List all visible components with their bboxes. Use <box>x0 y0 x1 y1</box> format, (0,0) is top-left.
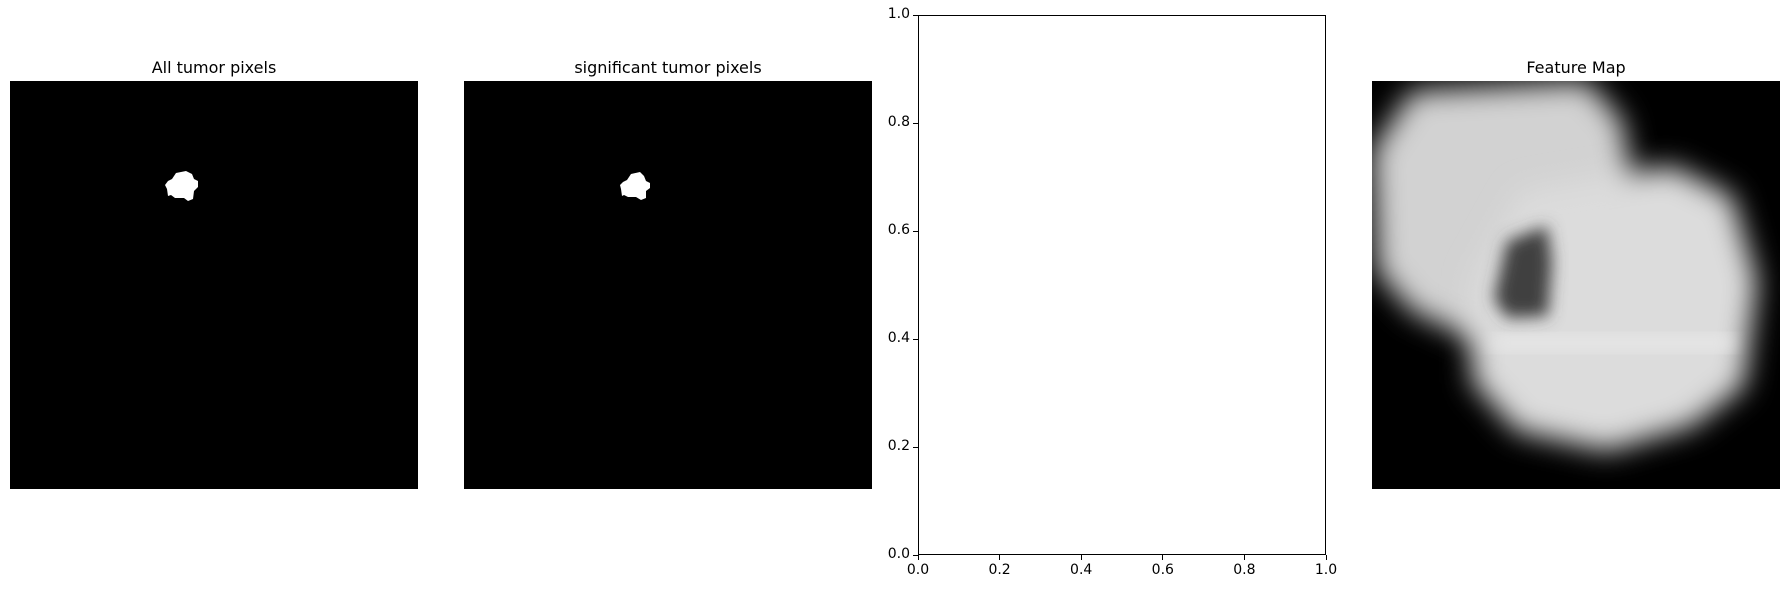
y-tick-label: 0.2 <box>887 438 910 454</box>
y-tick-mark <box>913 14 918 16</box>
panel-title-all-tumor: All tumor pixels <box>151 58 277 77</box>
y-tick-mark <box>913 446 918 448</box>
x-tick-mark <box>1080 555 1082 560</box>
y-tick-label: 0.8 <box>887 114 910 130</box>
x-tick-label: 0.2 <box>988 562 1011 578</box>
x-tick-label: 0.6 <box>1151 562 1174 578</box>
x-tick-mark <box>917 555 919 560</box>
feature-map-heatmap <box>1372 81 1780 489</box>
y-tick-mark <box>913 338 918 340</box>
x-tick-label: 1.0 <box>1314 562 1338 578</box>
y-tick-label: 1.0 <box>887 6 910 22</box>
y-tick-label: 0.4 <box>887 330 910 346</box>
significant-tumor-pixels-mask <box>464 81 872 489</box>
empty-axes-frame <box>918 15 1326 555</box>
x-tick-label: 0.4 <box>1070 562 1093 578</box>
tumor-mask-image <box>10 81 418 489</box>
feature-map-image <box>1372 81 1780 489</box>
all-tumor-pixels-mask <box>10 81 418 489</box>
x-tick-label: 0.0 <box>906 562 930 578</box>
x-tick-mark <box>1162 555 1164 560</box>
panel-title-significant-tumor: significant tumor pixels <box>574 58 762 77</box>
y-tick-label: 0.0 <box>887 546 910 562</box>
panel-title-feature-map: Feature Map <box>1526 58 1626 77</box>
significant-mask-image <box>464 81 872 489</box>
y-tick-label: 0.6 <box>887 222 910 238</box>
x-tick-label: 0.8 <box>1233 562 1256 578</box>
x-tick-mark <box>1243 555 1245 560</box>
x-tick-mark <box>1325 555 1327 560</box>
y-tick-mark <box>913 122 918 124</box>
y-tick-mark <box>913 554 918 556</box>
y-tick-mark <box>913 230 918 232</box>
x-tick-mark <box>999 555 1001 560</box>
